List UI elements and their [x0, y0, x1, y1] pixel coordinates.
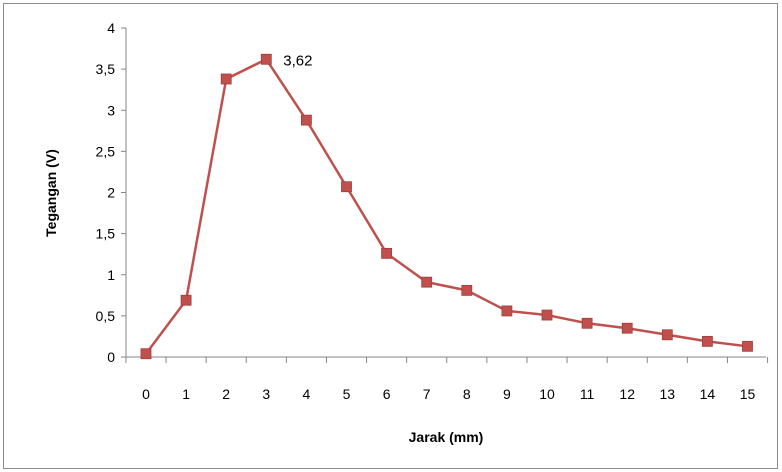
chart-area: [3, 3, 778, 469]
data-point-marker: [541, 309, 553, 321]
x-tick-label: 1: [182, 386, 190, 402]
x-tick-label: 14: [700, 386, 716, 402]
x-tick-label: 8: [463, 386, 471, 402]
x-tick-label: 5: [343, 386, 351, 402]
data-point-marker: [702, 335, 713, 347]
y-tick-label: 4: [107, 20, 115, 36]
y-tick-label: 0,5: [96, 308, 116, 324]
data-point-marker: [300, 114, 312, 126]
x-tick-label: 13: [660, 386, 676, 402]
data-point-marker: [461, 284, 473, 296]
series: [140, 53, 753, 360]
data-point-marker: [140, 348, 152, 360]
y-tick-label: 2: [107, 185, 115, 201]
x-axis-title: Jarak (mm): [409, 429, 484, 445]
x-tick-label: 0: [142, 386, 150, 402]
x-tick-label: 3: [262, 386, 270, 402]
y-tick-label: 1: [107, 267, 115, 283]
data-point-marker: [621, 322, 633, 334]
x-tick-label: 11: [580, 386, 595, 402]
data-point-marker: [501, 305, 513, 317]
data-point-marker: [421, 276, 433, 288]
data-label: 3,62: [283, 52, 312, 69]
data-labels: 3,62: [283, 52, 312, 69]
y-axis-title: Tegangan (V): [43, 149, 59, 237]
data-point-marker: [661, 329, 673, 341]
series-line: [145, 58, 748, 355]
y-tick-label: 3,5: [96, 61, 116, 77]
data-point-marker: [381, 247, 393, 259]
x-axis: 0 1 2 3 4 5 6 7 8 9 10 11 12 13 14 15: [125, 356, 769, 402]
x-tick-label: 15: [740, 386, 756, 402]
data-point-marker: [260, 53, 272, 65]
y-tick-label: 2,5: [96, 143, 116, 159]
y-axis: 0 0,5 1 1,5 2 2,5 3 3,5 4: [96, 20, 127, 365]
data-point-marker: [180, 294, 192, 306]
x-tick-label: 9: [503, 386, 511, 402]
data-point-marker: [742, 340, 753, 352]
x-tick-label: 2: [222, 386, 230, 402]
x-tick-label: 10: [539, 386, 555, 402]
x-tick-label: 7: [423, 386, 431, 402]
data-point-marker: [220, 73, 232, 85]
data-point-marker: [581, 317, 593, 329]
data-point-marker: [341, 181, 352, 193]
x-tick-label: 12: [619, 386, 635, 402]
x-tick-label: 4: [303, 386, 311, 402]
y-tick-label: 0: [107, 349, 115, 365]
x-tick-label: 6: [383, 386, 391, 402]
y-tick-label: 1,5: [96, 226, 116, 242]
y-tick-label: 3: [107, 102, 115, 118]
